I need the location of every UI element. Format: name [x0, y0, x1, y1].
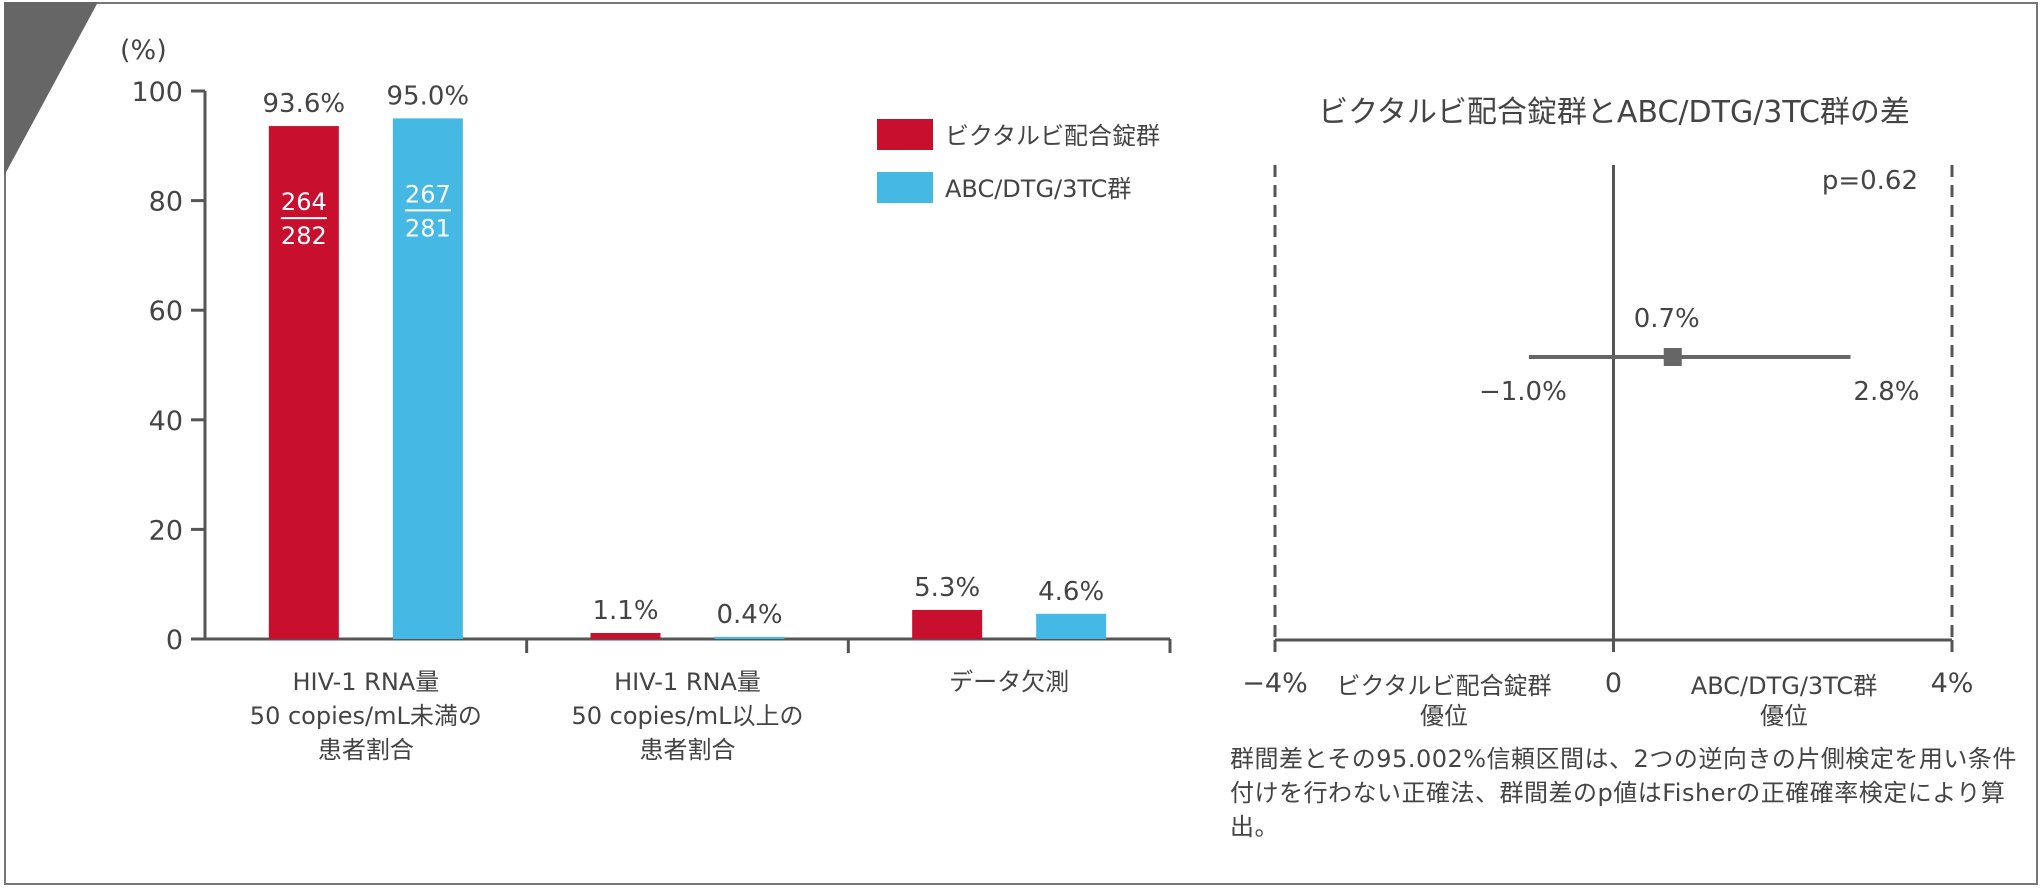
y-axis: 0 20 40 60 80 100 [131, 77, 207, 656]
favors-left-label: ビクタルビ配合錠群優位 [1336, 672, 1551, 730]
favors-left-line: 優位 [1420, 702, 1468, 730]
category-label-line: 50 copies/mL以上の [571, 702, 803, 730]
category-label-line: 患者割合 [318, 736, 414, 764]
y-tick-label: 0 [166, 625, 183, 656]
y-tick-label: 20 [149, 515, 183, 546]
legend: ビクタルビ配合錠群 ABC/DTG/3TC群 [877, 119, 1160, 203]
forest-tick-label: 0 [1605, 668, 1622, 699]
bars: 93.6% 264 282 1.1% 5.3% 95.0% 267 281 0.4% 4.6% [263, 81, 1107, 639]
category-label-line: データ欠測 [949, 668, 1069, 696]
bar-value-label: 5.3% [914, 573, 980, 603]
forest-tick-label: 4% [1931, 668, 1974, 699]
forest-plot: ビクタルビ配合錠群とABC/DTG/3TC群の差 −4% 0 4% ビクタルビ配合錠群… [1242, 95, 1973, 730]
legend-label: ビクタルビ配合錠群 [945, 122, 1160, 150]
bar [268, 126, 339, 639]
forest-tick-label: −4% [1242, 668, 1307, 699]
bar [590, 632, 661, 639]
favors-left-line: ビクタルビ配合錠群 [1336, 672, 1551, 700]
bar [714, 636, 785, 639]
favors-right-label: ABC/DTG/3TC群優位 [1691, 672, 1877, 730]
bar [392, 118, 463, 639]
forest-title: ビクタルビ配合錠群とABC/DTG/3TC群の差 [1318, 95, 1910, 130]
legend-label: ABC/DTG/3TC群 [945, 175, 1131, 203]
y-tick-label: 60 [149, 296, 183, 327]
fraction-denominator: 281 [405, 214, 451, 242]
bar-value-label: 93.6% [263, 89, 346, 119]
y-axis-label: (%) [120, 35, 167, 66]
footnote: 群間差とその95.002%信頼区間は、2つの逆向きの片側検定を用い条件付けを行わ… [1230, 745, 2017, 841]
forest-body: −4% 0 4%ビクタルビ配合錠群優位ABC/DTG/3TC群優位0.7%−1.0%… [1242, 165, 1973, 730]
legend-swatch [877, 172, 933, 203]
fraction-numerator: 264 [281, 188, 327, 216]
bar-value-label: 95.0% [387, 81, 470, 111]
bar-value-label: 4.6% [1038, 577, 1104, 607]
bar-chart: (%) 0 20 40 60 80 100 HIV-1 RNA量 50 copies/mL未… [120, 35, 1172, 764]
ci-upper-label: 2.8% [1853, 377, 1919, 407]
fraction-numerator: 267 [405, 180, 451, 208]
category-label: HIV-1 RNA量 50 copies/mL未満の患者割合 [250, 668, 482, 764]
point-estimate-label: 0.7% [1634, 304, 1700, 334]
ci-lower-label: −1.0% [1479, 377, 1567, 407]
figure-frame [4, 2, 2038, 885]
bar [1036, 613, 1107, 639]
category-label-line: 50 copies/mL未満の [250, 702, 482, 730]
corner-decoration [4, 2, 98, 176]
bar-value-label: 0.4% [716, 600, 782, 630]
category-label-line: HIV-1 RNA量 [614, 668, 761, 696]
category-label: データ欠測 [949, 668, 1069, 696]
category-label: HIV-1 RNA量 50 copies/mL以上の患者割合 [571, 668, 803, 764]
point-estimate [1663, 348, 1682, 366]
y-tick-label: 40 [149, 406, 183, 437]
category-label-line: 患者割合 [640, 736, 736, 764]
y-tick-label: 100 [131, 77, 183, 108]
bar [912, 609, 983, 639]
favors-right-line: ABC/DTG/3TC群 [1691, 672, 1877, 700]
category-label-line: HIV-1 RNA量 [292, 668, 439, 696]
p-value-label: p=0.62 [1822, 166, 1918, 196]
legend-swatch [877, 119, 933, 150]
fraction-denominator: 282 [281, 222, 327, 250]
bar-value-label: 1.1% [592, 596, 658, 626]
favors-right-line: 優位 [1760, 702, 1808, 730]
y-tick-label: 80 [149, 187, 183, 218]
